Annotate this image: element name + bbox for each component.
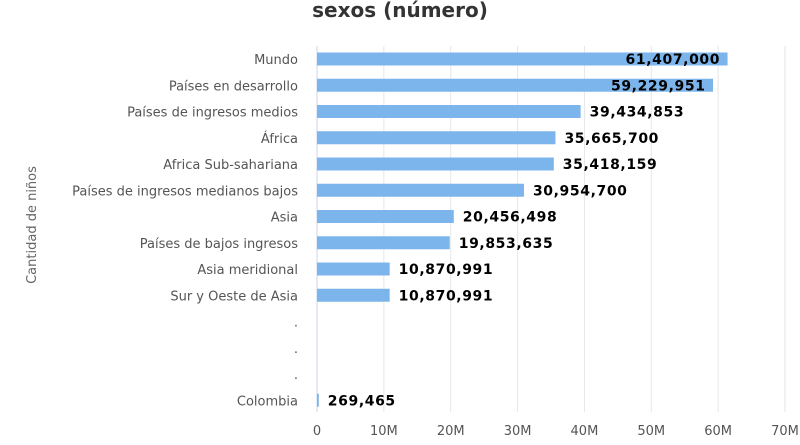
category-label: Colombia	[237, 394, 298, 409]
category-label: .	[294, 368, 298, 383]
data-label: 19,853,635	[459, 236, 554, 252]
category-label: África	[261, 131, 298, 147]
data-label: 35,665,700	[564, 131, 659, 147]
data-label: 30,954,700	[533, 183, 628, 199]
data-label: 10,870,991	[399, 262, 494, 278]
data-label: 39,434,853	[590, 105, 685, 121]
bar[interactable]	[317, 288, 390, 302]
bar[interactable]	[317, 393, 319, 407]
x-tick-label: 40M	[571, 424, 599, 439]
gridlines	[316, 46, 786, 412]
x-tick-label: 70M	[771, 424, 799, 439]
data-labels: 61,407,000 59,229,951 39,434,853 35,665,700…	[328, 52, 720, 409]
category-label: Mundo	[254, 53, 298, 68]
category-label: Asia	[271, 211, 298, 226]
category-label: .	[294, 316, 298, 331]
bar[interactable]	[317, 52, 728, 66]
category-label: Sur y Oeste de Asia	[170, 289, 298, 304]
x-tick-label: 10M	[370, 424, 398, 439]
category-label: Países de ingresos medios	[127, 106, 298, 121]
x-axis-ticks: 0 10M 20M 30M 40M 50M 60M 70M	[313, 424, 799, 439]
chart-title: sexos (número)	[312, 0, 488, 22]
bar[interactable]	[317, 183, 524, 197]
y-axis-title: Cantidad de niños	[25, 166, 40, 284]
x-tick-label: 50M	[637, 424, 665, 439]
category-label: Países de bajos ingresos	[140, 237, 298, 252]
category-labels: Mundo Países en desarrollo Países de ingre…	[72, 53, 298, 409]
category-label: Países en desarrollo	[169, 79, 298, 94]
data-label: 59,229,951	[611, 78, 706, 94]
data-label: 20,456,498	[463, 210, 558, 226]
x-tick-label: 30M	[504, 424, 532, 439]
data-label: 35,418,159	[563, 157, 658, 173]
x-tick-label: 0	[313, 424, 321, 439]
category-label: Africa Sub-sahariana	[163, 158, 298, 173]
bars	[317, 52, 728, 407]
bar[interactable]	[317, 105, 581, 118]
category-label: .	[294, 342, 298, 357]
bar[interactable]	[317, 262, 390, 276]
bar[interactable]	[317, 131, 556, 145]
data-label: 61,407,000	[626, 52, 721, 68]
data-label: 10,870,991	[399, 288, 494, 304]
bar[interactable]	[317, 236, 450, 250]
category-label: Países de ingresos medianos bajos	[72, 184, 298, 199]
x-tick-label: 60M	[704, 424, 732, 439]
category-label: Asia meridional	[197, 263, 298, 278]
data-label: 269,465	[328, 393, 396, 409]
x-tick-label: 20M	[437, 424, 465, 439]
bar[interactable]	[317, 210, 454, 223]
bar[interactable]	[317, 78, 713, 92]
bar[interactable]	[317, 157, 554, 171]
